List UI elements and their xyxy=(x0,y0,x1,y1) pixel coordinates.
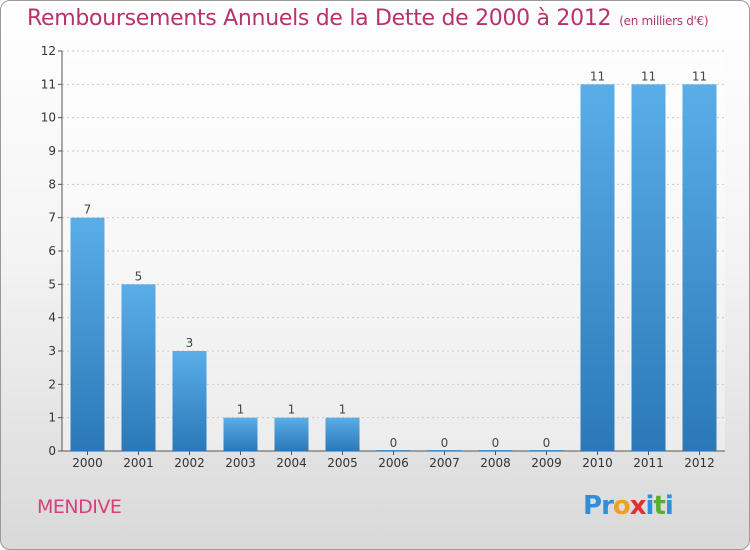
proxiti-logo: Proxiti xyxy=(583,491,674,521)
x-tick-label-2009: 2009 xyxy=(531,456,562,470)
value-label-2008: 0 xyxy=(492,436,500,450)
value-label-2004: 1 xyxy=(288,403,296,417)
bar-2004 xyxy=(274,417,309,451)
y-tick-label: 0 xyxy=(48,444,56,458)
value-label-2009: 0 xyxy=(543,436,551,450)
value-label-2010: 11 xyxy=(590,69,605,83)
logo-letter: t xyxy=(653,491,665,521)
value-label-2007: 0 xyxy=(441,436,449,450)
x-tick-label-2004: 2004 xyxy=(276,456,307,470)
y-tick-label: 12 xyxy=(41,44,56,58)
chart-title: Remboursements Annuels de la Dette de 20… xyxy=(27,6,709,31)
y-tick-label: 8 xyxy=(48,177,56,191)
y-tick-label: 1 xyxy=(48,411,56,425)
x-tick-label-2001: 2001 xyxy=(123,456,154,470)
y-tick-label: 10 xyxy=(41,111,56,125)
bar-2008 xyxy=(478,450,513,451)
bar-2001 xyxy=(121,284,156,451)
logo-letter: o xyxy=(612,491,631,521)
y-tick-label: 11 xyxy=(41,77,56,91)
logo-letter: r xyxy=(601,491,614,521)
bar-2010 xyxy=(580,84,615,451)
value-label-2003: 1 xyxy=(237,403,245,417)
x-tick-label-2011: 2011 xyxy=(633,456,664,470)
value-label-2005: 1 xyxy=(339,403,347,417)
x-tick-label-2008: 2008 xyxy=(480,456,511,470)
value-label-2012: 11 xyxy=(692,69,707,83)
y-tick-label: 6 xyxy=(48,244,56,258)
value-label-2006: 0 xyxy=(390,436,398,450)
x-tick-label-2003: 2003 xyxy=(225,456,256,470)
bar-2007 xyxy=(427,450,462,451)
x-tick-label-2000: 2000 xyxy=(72,456,103,470)
value-label-2000: 7 xyxy=(84,203,92,217)
logo-letter: x xyxy=(629,491,647,521)
y-tick-label: 2 xyxy=(48,377,56,391)
value-label-2002: 3 xyxy=(186,336,194,350)
y-tick-label: 9 xyxy=(48,144,56,158)
y-tick-label: 7 xyxy=(48,211,56,225)
x-tick-label-2012: 2012 xyxy=(684,456,715,470)
x-tick-label-2007: 2007 xyxy=(429,456,460,470)
bar-2005 xyxy=(325,417,360,451)
bar-2006 xyxy=(376,450,411,451)
bar-2011 xyxy=(631,84,666,451)
logo-letter: i xyxy=(645,491,655,521)
x-tick-label-2002: 2002 xyxy=(174,456,205,470)
bar-2000 xyxy=(70,217,105,451)
value-label-2011: 11 xyxy=(641,69,656,83)
chart-unit: (en milliers d'€) xyxy=(619,14,709,28)
y-tick-label: 4 xyxy=(48,311,56,325)
bar-2002 xyxy=(172,351,207,451)
y-tick-label: 5 xyxy=(48,277,56,291)
chart-title-text: Remboursements Annuels de la Dette de 20… xyxy=(27,6,612,31)
bar-2003 xyxy=(223,417,258,451)
y-tick-label: 3 xyxy=(48,344,56,358)
x-tick-label-2010: 2010 xyxy=(582,456,613,470)
value-label-2001: 5 xyxy=(135,269,143,283)
town-name: MENDIVE xyxy=(37,496,122,518)
logo-letter: i xyxy=(664,491,674,521)
bar-2012 xyxy=(682,84,717,451)
x-tick-label-2005: 2005 xyxy=(327,456,358,470)
x-tick-label-2006: 2006 xyxy=(378,456,409,470)
logo-letter: P xyxy=(583,491,602,521)
bar-2009 xyxy=(529,450,564,451)
